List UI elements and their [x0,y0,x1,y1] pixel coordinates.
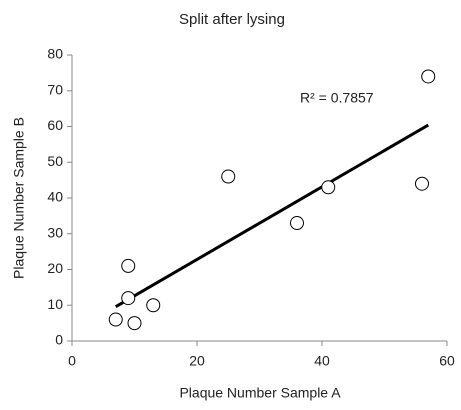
x-tick-label: 0 [68,353,76,369]
point [415,176,429,191]
y-tick-label: 50 [47,153,63,169]
y-tick-label: 10 [47,296,63,312]
y-tick-label: 20 [47,260,63,276]
y-tick-label: 40 [47,189,63,205]
y-tick-label: 80 [47,46,63,62]
point [146,298,161,313]
point [121,291,136,306]
point [108,312,123,327]
point [221,169,236,184]
point [421,69,436,84]
point [321,180,336,195]
chart-title: Split after lysing [179,11,285,28]
point [121,258,136,273]
y-tick-label: 70 [47,81,63,97]
x-tick-label: 40 [314,353,330,369]
x-tick-label: 60 [439,353,455,369]
x-tick-label: 20 [189,353,205,369]
y-tick-label: 30 [47,224,63,240]
point [127,316,142,331]
y-tick-label: 0 [55,332,63,348]
annotation: R² = 0.7857 [300,90,374,106]
y-axis-label: Plaque Number Sample B [11,117,27,279]
point [290,216,304,231]
y-tick-label: 60 [47,117,63,133]
x-axis-label: Plaque Number Sample A [179,385,341,401]
trendline [114,123,430,308]
